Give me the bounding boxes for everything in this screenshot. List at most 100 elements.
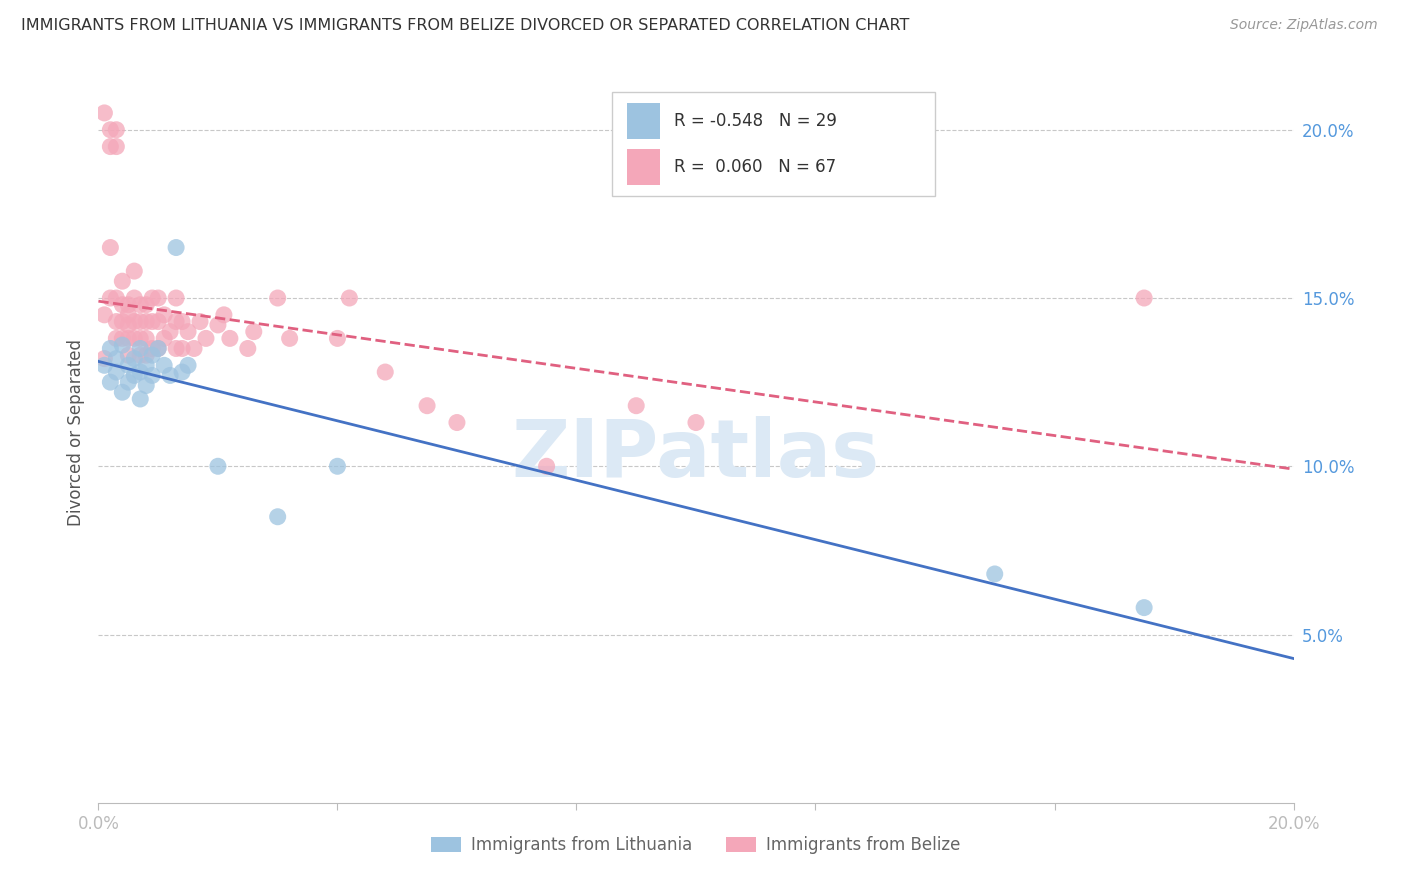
Point <box>124 368 146 383</box>
Point <box>117 308 139 322</box>
Point <box>98 291 122 305</box>
Point <box>135 359 157 373</box>
Point <box>117 348 139 362</box>
Point <box>177 325 200 339</box>
Point <box>374 365 396 379</box>
Point <box>124 264 146 278</box>
Point <box>129 348 152 362</box>
Point <box>93 308 115 322</box>
Point <box>124 351 146 366</box>
Point <box>129 342 152 356</box>
Point <box>165 342 187 356</box>
Point <box>267 509 290 524</box>
Point <box>135 331 157 345</box>
Point <box>111 315 134 329</box>
Point <box>153 331 176 345</box>
FancyBboxPatch shape <box>627 103 661 138</box>
Text: IMMIGRANTS FROM LITHUANIA VS IMMIGRANTS FROM BELIZE DIVORCED OR SEPARATED CORREL: IMMIGRANTS FROM LITHUANIA VS IMMIGRANTS … <box>21 18 910 33</box>
Point <box>267 291 290 305</box>
Point <box>141 291 163 305</box>
Point <box>159 368 181 383</box>
Point <box>172 315 194 329</box>
Point <box>117 298 139 312</box>
Point <box>153 359 176 373</box>
Point <box>135 315 157 329</box>
Point <box>141 368 163 383</box>
Point <box>446 416 468 430</box>
Point <box>105 365 128 379</box>
Text: R = -0.548   N = 29: R = -0.548 N = 29 <box>675 112 838 130</box>
Point <box>141 315 163 329</box>
Point <box>111 298 134 312</box>
Point <box>105 331 128 345</box>
Point <box>172 365 194 379</box>
Point <box>105 315 128 329</box>
Point <box>105 351 128 366</box>
Point <box>1133 600 1156 615</box>
Point <box>326 331 349 345</box>
Point <box>105 122 128 136</box>
Y-axis label: Divorced or Separated: Divorced or Separated <box>66 339 84 526</box>
Point <box>135 378 157 392</box>
Point <box>98 139 122 153</box>
Point <box>105 139 128 153</box>
Point <box>135 348 157 362</box>
Legend: Immigrants from Lithuania, Immigrants from Belize: Immigrants from Lithuania, Immigrants fr… <box>425 830 967 861</box>
Point <box>207 459 229 474</box>
Point <box>93 359 115 373</box>
Point <box>98 122 122 136</box>
Point <box>188 315 211 329</box>
Point <box>148 291 170 305</box>
Point <box>183 342 205 356</box>
Point <box>153 308 176 322</box>
Point <box>685 416 707 430</box>
Text: R =  0.060   N = 67: R = 0.060 N = 67 <box>675 158 837 176</box>
Point <box>117 318 139 332</box>
Point <box>117 331 139 345</box>
Point <box>98 240 122 255</box>
Point <box>93 106 115 120</box>
Point <box>98 375 122 389</box>
FancyBboxPatch shape <box>613 92 935 195</box>
Point <box>148 342 170 356</box>
Point <box>111 385 134 400</box>
Point <box>416 399 439 413</box>
Point <box>177 359 200 373</box>
Point <box>165 315 187 329</box>
Point <box>207 318 229 332</box>
Point <box>124 315 146 329</box>
Point <box>536 459 558 474</box>
Point <box>159 325 181 339</box>
Point <box>195 331 218 345</box>
Text: Source: ZipAtlas.com: Source: ZipAtlas.com <box>1230 18 1378 32</box>
Point <box>129 315 152 329</box>
Point <box>105 291 128 305</box>
Point <box>165 240 187 255</box>
Point <box>129 298 152 312</box>
Point <box>124 291 146 305</box>
Text: ZIPatlas: ZIPatlas <box>512 416 880 494</box>
Point <box>626 399 648 413</box>
Point <box>212 308 235 322</box>
Point <box>117 375 139 389</box>
Point <box>165 291 187 305</box>
Point <box>326 459 349 474</box>
Point <box>124 331 146 345</box>
Point <box>111 274 134 288</box>
Point <box>1133 291 1156 305</box>
Point <box>135 298 157 312</box>
Point <box>129 365 152 379</box>
Point <box>117 359 139 373</box>
Point <box>129 392 152 406</box>
Point <box>141 348 163 362</box>
Point <box>236 342 259 356</box>
Point <box>219 331 242 345</box>
Point <box>243 325 266 339</box>
Point <box>111 338 134 352</box>
Point <box>111 331 134 345</box>
Point <box>141 342 163 356</box>
Point <box>98 342 122 356</box>
FancyBboxPatch shape <box>627 149 661 185</box>
Point <box>984 566 1007 581</box>
Point <box>278 331 301 345</box>
